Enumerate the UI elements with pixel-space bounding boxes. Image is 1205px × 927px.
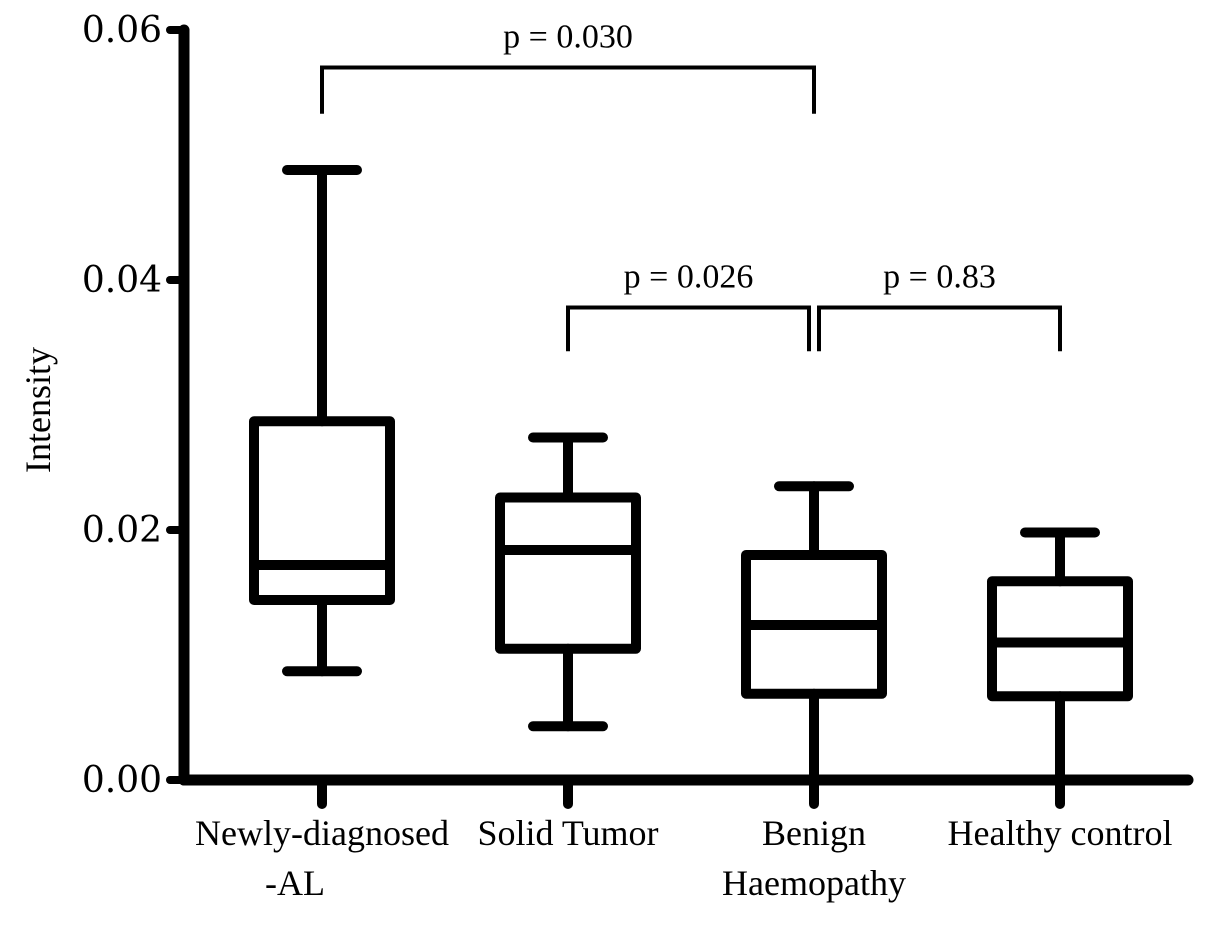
category-labels: Newly-diagnosed -AL Solid Tumor Benign Haemo… [195, 813, 1172, 903]
y-tick-label-2: 0.04 [82, 260, 162, 301]
category-label-3-line-0: Healthy control [948, 813, 1173, 853]
y-ticks: 0.00 0.02 0.04 0.06 [82, 10, 188, 801]
y-tick-label-3: 0.06 [82, 10, 162, 51]
category-label-2-line-0: Benign [762, 813, 866, 853]
y-axis-title: Intensity [18, 347, 58, 473]
annotation-2-bracket [817, 305, 1062, 352]
annotation-2-label: p = 0.83 [883, 259, 996, 296]
boxes [249, 165, 1133, 785]
box-3 [987, 527, 1133, 785]
annotation-2: p = 0.83 [817, 259, 1062, 352]
box-1 [495, 432, 641, 732]
significance-annotations: p = 0.030 p = 0.026 p = 0.83 [320, 19, 1062, 352]
box-0 [249, 165, 395, 677]
category-label-0-line-0: Newly-diagnosed [195, 813, 449, 853]
annotation-1: p = 0.026 [566, 259, 811, 352]
category-label-1-line-0: Solid Tumor [477, 813, 658, 853]
category-label-2-line-1: Haemopathy [722, 863, 906, 903]
category-label-0-line-1: -AL [265, 863, 325, 903]
annotation-0: p = 0.030 [320, 19, 816, 114]
box-0-iqr [249, 416, 395, 605]
y-tick-label-1: 0.02 [82, 510, 162, 551]
annotation-0-bracket [320, 65, 816, 114]
annotation-1-label: p = 0.026 [624, 259, 754, 296]
annotation-0-label: p = 0.030 [503, 19, 633, 56]
box-2 [741, 481, 887, 785]
annotation-1-bracket [566, 305, 811, 352]
box-1-iqr [495, 492, 641, 654]
y-tick-label-0: 0.00 [82, 760, 162, 801]
